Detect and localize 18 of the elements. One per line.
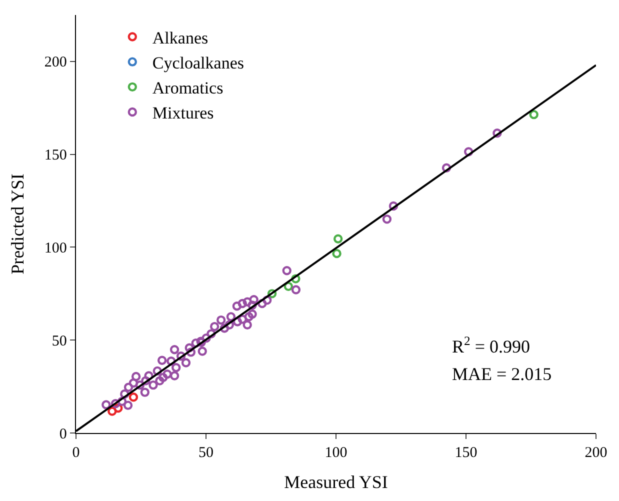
x-tick-label: 150: [454, 445, 478, 462]
y-tick-label: 100: [44, 240, 67, 256]
legend-label: Alkanes: [152, 28, 208, 48]
legend-label: Aromatics: [152, 78, 224, 98]
x-tick-label: 0: [72, 445, 80, 462]
y-tick-label: 200: [44, 54, 67, 71]
annotation: R$^{2}$ = 0.990: [452, 334, 530, 357]
y-axis-title: Predicted YSI: [8, 174, 28, 274]
x-axis-title: Measured YSI: [284, 472, 388, 492]
x-tick-label: 50: [198, 445, 214, 462]
legend-label: Mixtures: [152, 104, 214, 123]
x-tick-label: 100: [324, 445, 348, 462]
legend-label: Cycloalkanes: [152, 53, 244, 72]
y-tick-label: 50: [52, 333, 67, 350]
y-tick-label: 150: [44, 148, 67, 164]
annotation: MAE = 2.015: [452, 364, 552, 384]
x-tick-label: 200: [584, 445, 608, 462]
y-tick-label: 0: [59, 426, 67, 442]
